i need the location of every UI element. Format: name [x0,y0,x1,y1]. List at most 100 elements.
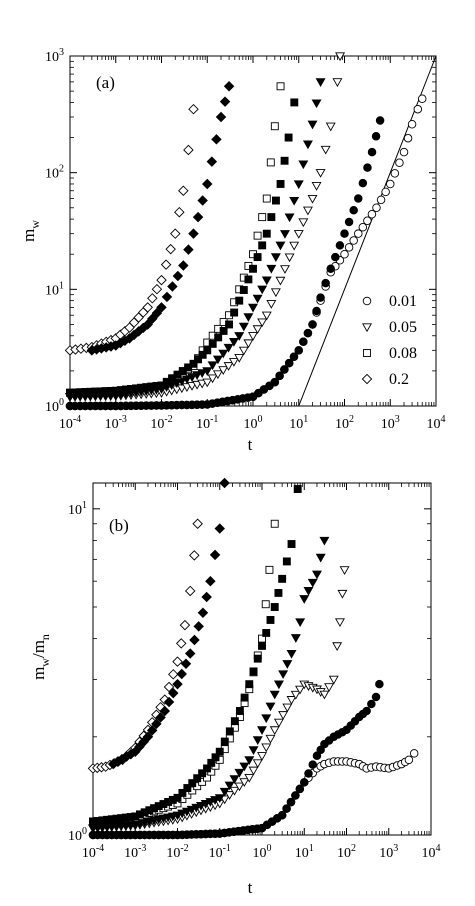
panel-b-x-tick-label: 101 [295,843,314,861]
panel-a-legend-label: 0.01 [389,293,417,310]
panel-b-point [293,485,302,493]
panel-a-point [257,318,268,328]
panel-a-point [275,276,286,286]
panel-b-label: (b) [109,516,129,535]
panel-a-point [228,358,239,367]
panel-b-point [274,588,283,597]
panel-a-legend: 0.01 0.05 0.08 0.2 [361,293,417,388]
panel-a-series-0.05-triangle-down-filled [65,78,326,402]
panel-a-point [340,249,349,259]
panel-b-point [239,778,250,787]
panel-a-point [219,96,231,107]
panel-a-point [261,276,272,286]
panel-a-point [212,370,223,380]
panel-a-point [156,302,167,313]
panel-b-point [265,734,276,744]
panel-b-point [252,736,263,745]
panel-a-point [211,134,222,145]
panel-a-point [311,182,322,191]
panel-a-point [161,291,173,303]
panel-a-point [289,196,300,206]
panel-a-point [183,144,194,156]
panel-b-point [172,678,183,690]
panel-a-point [197,369,208,378]
panel-a-point [289,352,299,361]
panel-a-point [243,339,254,349]
panel-b-point [209,549,221,561]
panel-a-point [354,229,363,238]
panel-b-point [404,755,414,765]
panel-a-point [207,361,218,371]
panel-a-point [381,187,390,197]
panel-a-point [315,78,326,87]
panel-b-point [307,578,318,588]
panel-b-point [282,660,293,669]
panel-b-point [262,628,271,637]
panel-b-point [248,746,259,755]
panel-b-point [189,634,200,646]
panel-a-legend-label: 0.05 [389,319,417,336]
panel-a-point [223,343,234,353]
panel-a-y-tick-label: 101 [45,280,64,298]
panel-b-point [230,717,239,726]
panel-b-point [367,699,376,709]
panel-a-point [372,203,381,213]
panel-b-x-tick-label: 10-4 [82,843,104,861]
panel-b: (b) t mw/mn 10-4 10-3 10-2 10-1 100 101 102 103… [29,477,441,897]
panel-b-point [192,518,203,529]
panel-b-point [332,642,343,651]
panel-b-point [266,616,275,624]
panel-b-point [258,641,266,650]
panel-a-point [280,230,290,239]
panel-b-point [244,756,255,765]
panel-a-point [160,259,172,270]
panel-b-series-0.2-diamond-filled [107,477,230,770]
panel-a-point [261,311,272,321]
panel-a-point [371,132,381,141]
panel-a-point [302,206,313,216]
panel-a-point [395,158,404,167]
panel-a-point [188,103,199,115]
panel-a-point [208,339,217,348]
panel-b-point [205,798,216,807]
panel-b-point [319,690,330,700]
panel-a-point [228,338,239,347]
panel-b-point [229,775,240,784]
panel-b-point [319,536,330,546]
panel-a-point [298,218,309,228]
panel-b-y-tick-label: 101 [68,500,87,518]
panel-a-point [270,288,281,298]
panel-b-point [337,589,348,599]
panel-b-series-0.05-triangle-down-open [88,566,350,834]
panel-a-point [335,241,345,250]
panel-b-point [324,683,335,692]
panel-b-series-0.08-square-filled [89,485,302,826]
panel-a-point [358,222,368,232]
panel-a-point [207,374,218,384]
panel-b-point [278,574,287,583]
panel-b-point [175,638,187,649]
panel-a-point [258,213,267,222]
panel-b-point [286,649,297,659]
panel-a-point [280,365,289,374]
panel-b-point [220,737,229,746]
panel-a-legend-marker [362,323,372,333]
panel-a-point [151,307,163,319]
panel-b-point [303,586,314,596]
panel-a-point [192,211,204,223]
panel-a-y-tick-label: 103 [45,47,64,65]
panel-b-point [299,595,310,604]
panel-a-point [252,294,263,304]
panel-a-x-tick-label: 102 [335,414,354,432]
panel-b-series-0.01-circle-filled [88,679,384,840]
panel-a-x-tick-label: 104 [427,414,446,432]
panel-a-point [234,353,245,363]
panel-a-x-tick-label: 103 [381,414,400,432]
panel-b-point [224,781,235,791]
panel-b-point [375,679,384,689]
panel-b-point [184,648,196,659]
panel-a-label: (a) [96,73,115,92]
panel-a-point [358,178,368,188]
panel-b-point [193,774,202,783]
panel-b-point [234,768,245,778]
